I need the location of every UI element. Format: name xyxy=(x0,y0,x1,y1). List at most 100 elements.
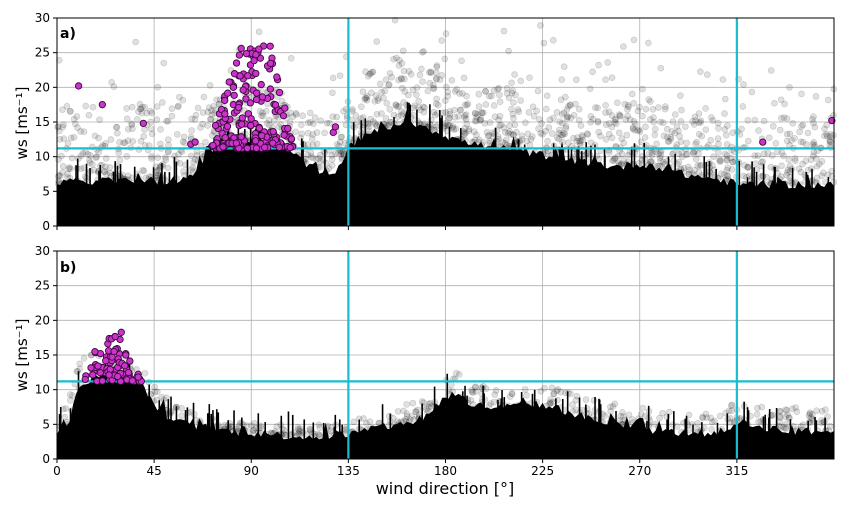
background-point xyxy=(778,423,785,431)
background-point xyxy=(547,399,554,406)
background-point xyxy=(101,168,109,175)
background-point xyxy=(809,115,816,123)
background-point xyxy=(678,106,685,114)
background-point xyxy=(508,105,515,113)
background-point xyxy=(685,411,693,419)
background-point xyxy=(413,91,420,99)
background-point xyxy=(560,129,567,137)
background-point xyxy=(89,103,97,111)
background-point xyxy=(570,111,578,119)
background-point xyxy=(471,117,479,125)
background-point xyxy=(175,151,182,158)
background-point xyxy=(754,404,761,412)
background-point xyxy=(139,167,146,174)
background-point xyxy=(776,412,784,420)
y-tick-label: 5 xyxy=(42,417,50,431)
background-point xyxy=(154,83,162,91)
background-point xyxy=(612,120,620,128)
background-point xyxy=(140,167,148,175)
background-point xyxy=(77,152,85,160)
background-point xyxy=(304,141,312,148)
highlighted-point xyxy=(286,143,294,152)
background-point xyxy=(826,423,834,430)
background-point xyxy=(424,87,432,95)
highlighted-point xyxy=(242,49,251,58)
background-point xyxy=(485,131,493,139)
y-tick-label: 20 xyxy=(35,313,50,327)
y-tick-label: 10 xyxy=(35,383,50,397)
background-point xyxy=(828,172,836,180)
background-point xyxy=(499,139,507,146)
background-point xyxy=(569,401,576,408)
background-point xyxy=(372,92,380,99)
background-point xyxy=(397,74,405,82)
background-point xyxy=(513,128,520,136)
background-point xyxy=(550,390,557,398)
background-point xyxy=(813,174,821,182)
background-point xyxy=(472,383,479,391)
background-point xyxy=(608,74,616,81)
background-point xyxy=(477,116,484,124)
background-point xyxy=(537,129,545,137)
background-point xyxy=(508,390,516,398)
background-point xyxy=(628,90,636,98)
background-point xyxy=(785,414,793,421)
background-point xyxy=(329,74,337,82)
background-point xyxy=(618,135,626,142)
background-point xyxy=(490,87,498,94)
panel-a-label: a) xyxy=(60,26,76,42)
background-point xyxy=(191,156,199,164)
background-point xyxy=(102,163,109,171)
background-point xyxy=(213,96,220,104)
background-point xyxy=(102,155,110,162)
background-point xyxy=(614,99,621,107)
background-point xyxy=(697,161,705,169)
background-point xyxy=(87,152,94,159)
background-point xyxy=(526,141,534,149)
background-point xyxy=(589,68,596,76)
background-point xyxy=(124,137,132,144)
background-point xyxy=(685,170,693,178)
background-point xyxy=(175,102,182,110)
background-point xyxy=(137,105,144,113)
background-point xyxy=(396,56,403,64)
background-point xyxy=(818,407,826,415)
background-point xyxy=(510,99,517,106)
background-point xyxy=(722,150,729,158)
background-point xyxy=(426,79,434,87)
background-point xyxy=(106,164,114,171)
background-point xyxy=(575,137,583,145)
background-point xyxy=(676,132,683,140)
y-tick-label: 5 xyxy=(42,184,50,198)
background-point xyxy=(677,92,684,99)
background-point xyxy=(496,122,504,129)
highlighted-point xyxy=(266,59,275,68)
background-point xyxy=(333,113,341,121)
background-point xyxy=(782,406,790,413)
background-point xyxy=(589,115,597,123)
background-point xyxy=(608,123,616,131)
background-point xyxy=(66,107,74,115)
background-point xyxy=(199,120,206,128)
background-point xyxy=(322,159,330,167)
background-point xyxy=(558,76,566,83)
background-point xyxy=(624,112,631,120)
background-point xyxy=(517,77,525,85)
background-point xyxy=(453,86,460,93)
background-point xyxy=(255,28,263,36)
background-point xyxy=(511,71,518,78)
background-point xyxy=(200,93,208,101)
background-point xyxy=(403,401,410,408)
background-point xyxy=(444,88,452,96)
background-point xyxy=(410,416,418,423)
background-point xyxy=(307,149,315,157)
background-point xyxy=(112,123,120,131)
background-point xyxy=(453,369,460,377)
background-point xyxy=(433,75,440,83)
background-point xyxy=(656,154,664,162)
background-point xyxy=(59,106,66,113)
background-point xyxy=(587,113,595,120)
background-point xyxy=(362,68,369,75)
background-point xyxy=(584,131,592,138)
